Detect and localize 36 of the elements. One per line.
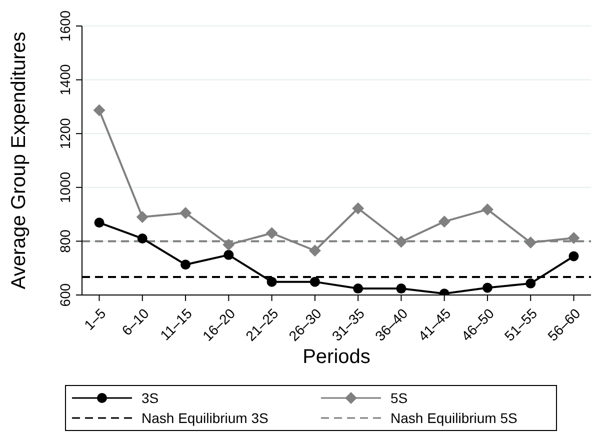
point (308, 244, 321, 257)
point (266, 276, 277, 287)
point (310, 276, 320, 287)
point (222, 238, 235, 251)
legend-label: 3S (142, 390, 159, 406)
point (396, 284, 406, 294)
y-tick-label: 1600 (57, 10, 73, 42)
point (395, 236, 408, 248)
point (524, 236, 537, 249)
point (94, 218, 104, 228)
y-tick-label: 1400 (57, 64, 73, 96)
point (136, 210, 148, 223)
point (224, 250, 234, 260)
point (137, 234, 148, 244)
point (353, 284, 364, 294)
point (266, 227, 278, 240)
legend-label: 5S (390, 390, 408, 406)
point (482, 282, 492, 293)
legend-label: Nash Equilibrium 3S (142, 410, 268, 426)
y-axis-title: Average Group Expenditures (8, 32, 30, 290)
point (481, 203, 494, 216)
point (352, 202, 364, 214)
point (180, 206, 192, 219)
y-tick-label: 600 (57, 283, 73, 307)
y-tick-label: 1200 (57, 118, 73, 150)
point (568, 251, 579, 262)
x-axis-title: Periods (302, 346, 370, 368)
legend-label: Nash Equilibrium 5S (390, 410, 518, 426)
point (180, 260, 191, 270)
x-tick-label: 1–5 (80, 305, 109, 333)
y-tick-label: 1000 (57, 172, 73, 203)
y-tick-label: 800 (57, 229, 73, 253)
point (568, 232, 580, 244)
point (438, 216, 450, 228)
point (526, 278, 536, 288)
point (93, 104, 106, 116)
